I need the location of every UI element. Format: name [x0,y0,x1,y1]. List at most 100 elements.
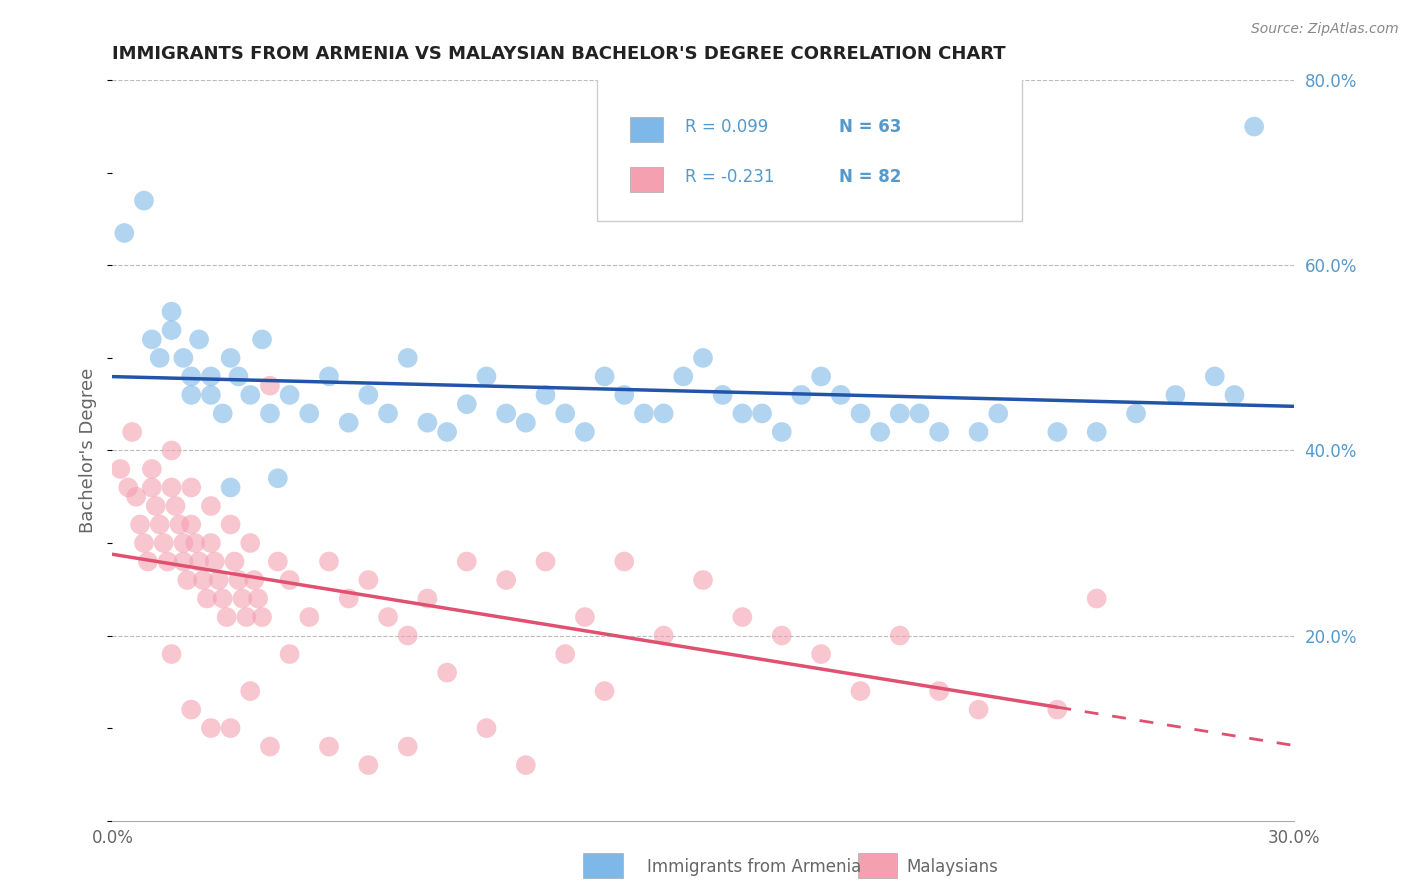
FancyBboxPatch shape [630,167,662,192]
Point [1243,120,1265,134]
Point [298,610,321,624]
Point [267,555,290,569]
Point [141,480,163,494]
Point [810,647,832,661]
Point [145,499,167,513]
Point [165,499,187,513]
Point [239,684,262,698]
Point [132,536,155,550]
Point [967,425,990,439]
Text: Malaysians: Malaysians [907,858,998,876]
Point [928,425,950,439]
Point [515,758,537,772]
Point [889,628,911,642]
Point [396,739,419,754]
Point [377,407,399,421]
Point [239,388,262,402]
Point [180,480,202,494]
Point [267,471,290,485]
Point [188,555,211,569]
Point [1085,591,1108,606]
Point [672,369,695,384]
Point [711,388,734,402]
Text: Immigrants from Armenia: Immigrants from Armenia [647,858,860,876]
Point [770,628,793,642]
Point [1223,388,1246,402]
Point [188,332,211,346]
Point [211,407,233,421]
Point [121,425,143,439]
Point [219,721,242,735]
Point [967,703,990,717]
Point [112,226,135,240]
Point [495,573,517,587]
Point [770,425,793,439]
Point [228,369,250,384]
Point [172,536,194,550]
Text: N = 63: N = 63 [839,118,901,136]
Point [195,591,218,606]
Point [554,647,576,661]
Point [928,684,950,698]
Point [436,425,458,439]
Point [180,369,202,384]
Point [1046,703,1069,717]
Point [908,407,931,421]
Point [200,499,222,513]
Text: IMMIGRANTS FROM ARMENIA VS MALAYSIAN BACHELOR'S DEGREE CORRELATION CHART: IMMIGRANTS FROM ARMENIA VS MALAYSIAN BAC… [112,45,1007,63]
Point [318,739,340,754]
Point [132,194,155,208]
Point [495,407,517,421]
Point [751,407,773,421]
Point [810,369,832,384]
Point [231,591,253,606]
Point [1164,388,1187,402]
Point [416,416,439,430]
Point [180,517,202,532]
Point [337,416,360,430]
Point [110,462,132,476]
Point [534,555,557,569]
Point [235,610,257,624]
Point [200,536,222,550]
Point [149,351,172,365]
Point [141,332,163,346]
Point [219,517,242,532]
Point [129,517,152,532]
Point [1204,369,1226,384]
Point [1125,407,1147,421]
Point [200,369,222,384]
Point [117,480,139,494]
Point [259,407,281,421]
Point [613,388,636,402]
Point [416,591,439,606]
Point [692,351,714,365]
Y-axis label: Bachelor's Degree: Bachelor's Degree [79,368,97,533]
Point [357,758,380,772]
Point [160,304,183,318]
Point [224,555,246,569]
Point [534,388,557,402]
Point [160,480,183,494]
Text: R = -0.231: R = -0.231 [685,169,775,186]
Point [278,388,301,402]
Point [593,684,616,698]
Point [593,369,616,384]
Point [259,378,281,392]
Point [204,555,226,569]
Point [250,610,273,624]
Point [247,591,270,606]
Point [456,397,478,411]
FancyBboxPatch shape [596,77,1022,221]
Point [731,407,754,421]
Point [136,555,159,569]
Point [692,573,714,587]
Point [141,462,163,476]
Point [180,703,202,717]
Point [396,351,419,365]
Point [152,536,174,550]
Point [357,388,380,402]
Point [436,665,458,680]
FancyBboxPatch shape [630,117,662,142]
Point [172,555,194,569]
